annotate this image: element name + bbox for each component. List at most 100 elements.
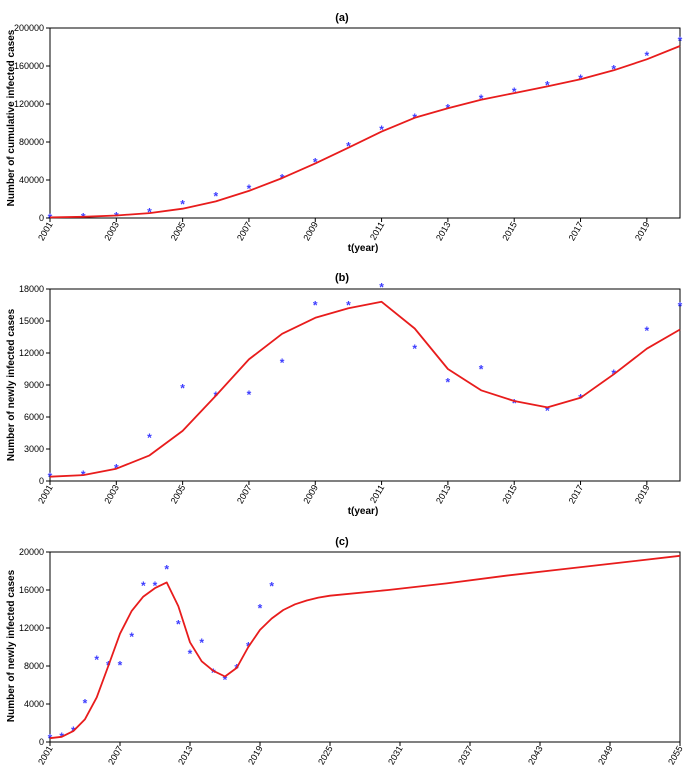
x-tick-label: 2017 [567, 220, 586, 242]
observed-data-point: * [545, 404, 550, 418]
x-tick-label: 2037 [456, 744, 475, 766]
y-tick-label: 6000 [24, 412, 44, 422]
observed-data-point: * [83, 697, 88, 711]
panel-c-ylabel: Number of newly infected cases [6, 569, 17, 722]
y-tick-label: 12000 [19, 623, 44, 633]
observed-data-point: * [678, 34, 683, 48]
panel-a-ylabel: Number of cumulative infected cases [6, 29, 17, 206]
x-tick-label: 2017 [567, 483, 586, 505]
y-tick-label: 0 [39, 213, 44, 223]
observed-data-point: * [313, 299, 318, 313]
x-tick-label: 2013 [176, 744, 195, 766]
y-tick-label: 4000 [24, 699, 44, 709]
x-tick-label: 2007 [235, 483, 254, 505]
panel-c: (c) Number of newly infected cases 0 4000… [6, 536, 685, 766]
observed-data-point: * [188, 647, 193, 661]
x-tick-label: 2013 [434, 483, 453, 505]
observed-data-point: * [180, 382, 185, 396]
plot-frame [49, 288, 681, 482]
observed-data-point: * [645, 49, 650, 63]
x-tick-label: 2007 [106, 744, 125, 766]
observed-data-point: * [211, 666, 216, 680]
y-tick-label: 8000 [24, 661, 44, 671]
x-tick-label: 2043 [526, 744, 545, 766]
observed-data-point: * [164, 563, 169, 577]
plot-frame [49, 27, 681, 219]
observed-data-point: * [199, 636, 204, 650]
observed-data-point: * [346, 299, 351, 313]
model-fit-line [49, 45, 681, 219]
observed-data-point: * [280, 356, 285, 370]
x-tick-label: 2001 [36, 483, 55, 505]
x-tick-label: 2001 [36, 744, 55, 766]
observed-data-point: * [247, 182, 252, 196]
y-tick-label: 3000 [24, 444, 44, 454]
y-tick-label: 9000 [24, 380, 44, 390]
y-tick-label: 16000 [19, 585, 44, 595]
observed-data-point: * [147, 431, 152, 445]
y-tick-label: 18000 [19, 284, 44, 294]
observed-data-point: * [346, 139, 351, 153]
observed-data-point: * [94, 653, 99, 667]
panel-c-title: (c) [335, 536, 349, 548]
observed-data-point: * [446, 375, 451, 389]
x-tick-label: 2005 [169, 483, 188, 505]
y-tick-label: 12000 [19, 348, 44, 358]
x-tick-label: 2007 [235, 220, 254, 242]
x-tick-label: 2031 [386, 744, 405, 766]
observed-data-point: * [479, 363, 484, 377]
y-tick-label: 120000 [14, 99, 44, 109]
observed-data-point: * [213, 190, 218, 204]
x-tick-label: 2011 [368, 483, 386, 505]
y-tick-label: 15000 [19, 316, 44, 326]
observed-data-point: * [223, 673, 228, 687]
x-tick-label: 2055 [666, 744, 685, 766]
observed-data-point: * [180, 197, 185, 211]
model-fit-line [49, 554, 681, 740]
y-tick-label: 40000 [19, 175, 44, 185]
y-tick-label: 80000 [19, 137, 44, 147]
observed-data-point: * [258, 602, 263, 616]
x-tick-label: 2003 [102, 483, 121, 505]
observed-data-point: * [412, 342, 417, 356]
observed-data-point: * [176, 618, 181, 632]
x-tick-label: 2005 [169, 220, 188, 242]
panel-a-xlabel: t(year) [348, 243, 379, 254]
x-tick-label: 2049 [596, 744, 615, 766]
y-tick-label: 20000 [19, 547, 44, 557]
x-tick-label: 2009 [301, 483, 320, 505]
observed-data-point: * [678, 300, 683, 314]
y-tick-label: 0 [39, 737, 44, 747]
x-tick-label: 2015 [500, 220, 519, 242]
model-fit-line [49, 300, 681, 478]
x-tick-label: 2025 [316, 744, 335, 766]
y-tick-label: 200000 [14, 23, 44, 33]
panel-c-plot: 0 4000 8000 12000 16000 20000 2001 2007 2013 2019… [19, 547, 685, 766]
observed-data-point: * [153, 579, 158, 593]
x-tick-label: 2011 [368, 220, 386, 242]
panel-a: (a) Number of cumulative infected cases … [6, 12, 683, 254]
x-tick-label: 2019 [633, 483, 652, 505]
x-tick-label: 2009 [301, 220, 320, 242]
x-tick-label: 2013 [434, 220, 453, 242]
observed-data-point: * [379, 123, 384, 137]
x-tick-label: 2019 [633, 220, 652, 242]
panel-b-title: (b) [335, 272, 349, 284]
y-tick-label: 0 [39, 476, 44, 486]
panel-b-plot: 0 3000 6000 9000 12000 15000 18000 2001 2003 2005… [19, 280, 683, 505]
observed-data-point: * [645, 324, 650, 338]
plot-frame [49, 551, 681, 743]
observed-data-point: * [141, 579, 146, 593]
observed-data-point: * [114, 209, 119, 223]
x-tick-label: 2015 [500, 483, 519, 505]
panel-b: (b) Number of newly infected cases t(yea… [6, 272, 683, 517]
observed-data-point: * [269, 580, 274, 594]
observed-data-point: * [247, 388, 252, 402]
observed-data-point: * [379, 280, 384, 294]
observed-data-point: * [118, 659, 123, 673]
panel-b-xlabel: t(year) [348, 506, 379, 517]
panel-a-title: (a) [335, 12, 349, 24]
x-tick-label: 2019 [246, 744, 265, 766]
